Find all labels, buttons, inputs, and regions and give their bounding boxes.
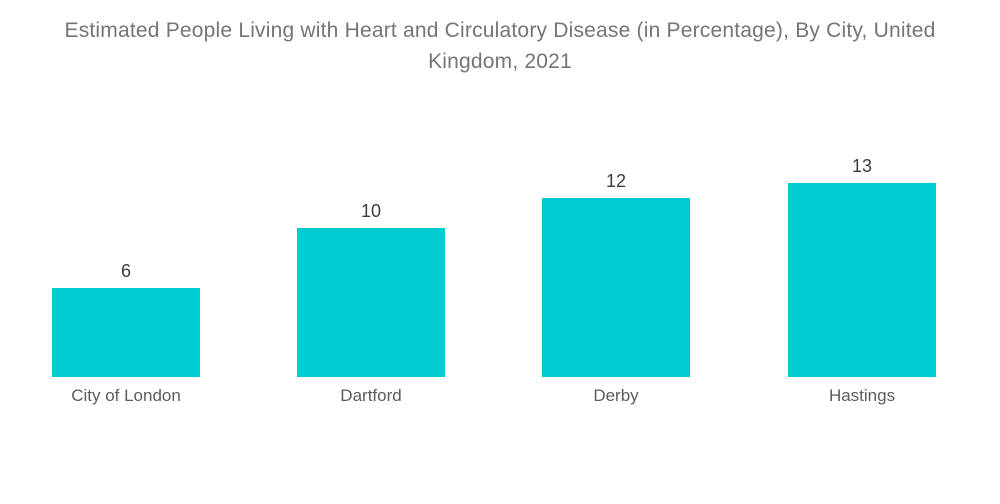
category-label: Hastings: [828, 386, 896, 405]
chart-title: Estimated People Living with Heart and C…: [0, 15, 1000, 77]
bar-group: 6 City of London: [52, 261, 200, 405]
bar-group: 13 Hastings: [788, 156, 936, 405]
category-label: Dartford: [340, 386, 402, 405]
bar: [788, 183, 936, 377]
category-label: City of London: [71, 386, 181, 405]
category-label: Derby: [593, 386, 639, 405]
bar: [542, 198, 690, 377]
bar: [297, 228, 445, 377]
chart-title-line-2: Kingdom, 2021: [428, 50, 572, 73]
bar: [52, 288, 200, 377]
bar-value-label: 6: [120, 261, 131, 281]
bar-value-label: 13: [851, 156, 873, 176]
bar-value-label: 12: [605, 171, 627, 191]
bar-value-label: 10: [360, 201, 382, 221]
chart-title-line-1: Estimated People Living with Heart and C…: [64, 19, 936, 42]
bar-group: 10 Dartford: [297, 201, 445, 405]
bar-group: 12 Derby: [542, 171, 690, 405]
